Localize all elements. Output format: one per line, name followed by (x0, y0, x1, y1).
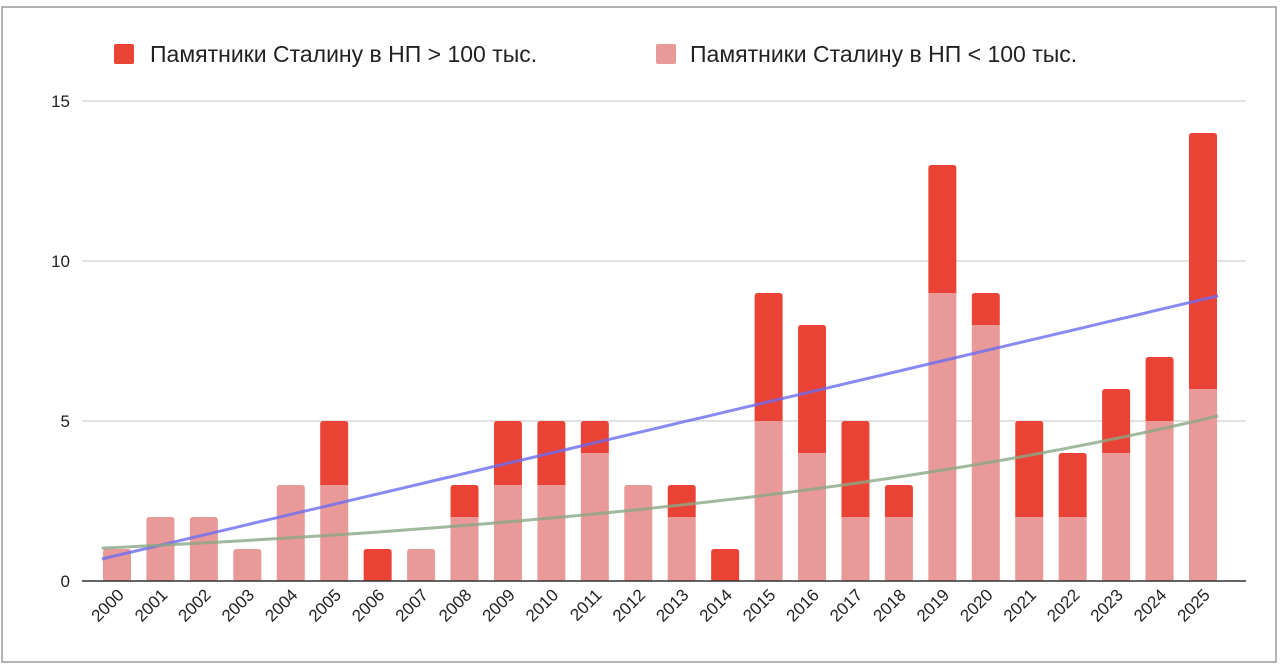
bar-2019-series-1 (928, 165, 957, 293)
trendline-linear (101, 294, 1219, 561)
bar-2006-series-1 (363, 549, 392, 581)
y-axis-ticks: 0 5 10 15 (51, 92, 70, 591)
gridlines (82, 100, 1246, 422)
y-tick-label: 5 (61, 412, 70, 431)
bar-2015-series-0 (754, 421, 783, 581)
bar-2001-series-0 (146, 517, 175, 581)
legend-swatch (114, 44, 134, 64)
bar-2010-series-0 (537, 485, 566, 581)
y-tick-label: 0 (61, 572, 70, 591)
legend-label: Памятники Сталину в НП > 100 тыс. (150, 41, 537, 67)
legend: Памятники Сталину в НП > 100 тыс. Памятни… (114, 41, 1077, 67)
bar-2013-series-0 (667, 517, 696, 581)
y-tick-label: 15 (51, 92, 70, 111)
bar-2005-series-1 (320, 421, 349, 485)
bar-2022-series-1 (1058, 453, 1087, 517)
bar-2016-series-0 (798, 453, 827, 581)
bar-2013-series-1 (667, 485, 696, 517)
bar-2024-series-1 (1145, 357, 1174, 421)
bar-2009-series-1 (493, 421, 522, 485)
y-tick-label: 10 (51, 252, 70, 271)
bar-2004-series-0 (276, 485, 305, 581)
trendlines (101, 294, 1219, 561)
bar-2025-series-0 (1189, 389, 1217, 581)
bar-2023-series-0 (1102, 453, 1131, 581)
bar-2011-series-1 (580, 421, 609, 453)
bar-2008-series-1 (450, 485, 479, 517)
bar-2024-series-0 (1145, 421, 1174, 581)
bar-2018-series-0 (884, 517, 913, 581)
bar-2025-series-1 (1189, 133, 1217, 389)
bar-2022-series-0 (1058, 517, 1087, 581)
bar-2018-series-1 (884, 485, 913, 517)
bar-2012-series-0 (624, 485, 653, 581)
bar-2019-series-0 (928, 293, 957, 581)
bar-2020-series-0 (971, 325, 1000, 581)
bar-2007-series-0 (407, 549, 436, 581)
bar-2016-series-1 (798, 325, 827, 453)
bar-2017-series-0 (841, 517, 870, 581)
bar-2009-series-0 (493, 485, 522, 581)
bar-2020-series-1 (971, 293, 1000, 325)
bar-2008-series-0 (450, 517, 479, 581)
legend-swatch (656, 44, 676, 64)
bar-2021-series-0 (1015, 517, 1044, 581)
bar-2011-series-0 (580, 453, 609, 581)
bar-2002-series-0 (189, 517, 218, 581)
trendline-exponential (101, 414, 1219, 550)
bar-2003-series-0 (233, 549, 262, 581)
bar-2017-series-1 (841, 421, 870, 517)
bar-2015-series-1 (754, 293, 783, 421)
bar-2023-series-1 (1102, 389, 1131, 453)
bar-2005-series-0 (320, 485, 349, 581)
legend-label: Памятники Сталину в НП < 100 тыс. (690, 41, 1077, 67)
bar-2014-series-1 (711, 549, 740, 581)
bars (103, 133, 1217, 581)
bar-2021-series-1 (1015, 421, 1044, 517)
